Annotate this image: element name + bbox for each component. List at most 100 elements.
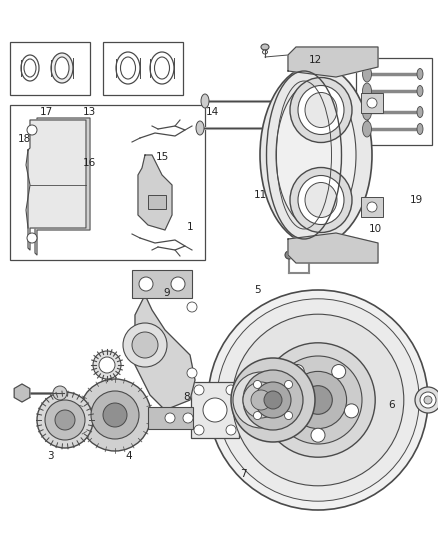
Text: 9: 9	[163, 288, 170, 298]
Text: 19: 19	[410, 195, 423, 205]
Bar	[132, 270, 192, 298]
Circle shape	[187, 368, 197, 378]
Polygon shape	[35, 118, 90, 255]
Circle shape	[243, 382, 279, 418]
Ellipse shape	[292, 123, 298, 133]
Circle shape	[165, 413, 175, 423]
Circle shape	[311, 428, 325, 442]
Circle shape	[187, 302, 197, 312]
Ellipse shape	[51, 53, 73, 83]
Circle shape	[37, 392, 93, 448]
Ellipse shape	[298, 175, 344, 224]
Bar	[356, 58, 432, 145]
Circle shape	[45, 400, 85, 440]
Circle shape	[415, 387, 438, 413]
Circle shape	[367, 202, 377, 212]
Circle shape	[203, 398, 227, 422]
Circle shape	[285, 251, 293, 259]
Circle shape	[194, 425, 204, 435]
Text: 18: 18	[18, 134, 31, 143]
Ellipse shape	[363, 66, 371, 82]
Circle shape	[344, 404, 358, 418]
Circle shape	[99, 357, 115, 373]
Circle shape	[231, 358, 315, 442]
Text: 7: 7	[240, 470, 247, 479]
Circle shape	[132, 332, 158, 358]
Circle shape	[304, 386, 332, 414]
Bar	[361, 93, 383, 113]
Ellipse shape	[116, 52, 140, 84]
Text: 16: 16	[83, 158, 96, 167]
Circle shape	[424, 396, 432, 404]
Circle shape	[332, 365, 346, 378]
Ellipse shape	[276, 81, 356, 229]
Circle shape	[290, 372, 346, 429]
Circle shape	[255, 382, 291, 418]
Circle shape	[254, 381, 261, 389]
Text: 13: 13	[83, 107, 96, 117]
Text: 17: 17	[39, 107, 53, 117]
Ellipse shape	[417, 124, 423, 134]
Ellipse shape	[196, 121, 204, 135]
Bar	[10, 105, 205, 260]
Ellipse shape	[55, 57, 69, 79]
Circle shape	[278, 404, 292, 418]
Ellipse shape	[155, 57, 170, 79]
Circle shape	[93, 351, 121, 379]
Ellipse shape	[120, 57, 135, 79]
Text: 11: 11	[254, 190, 267, 199]
Circle shape	[53, 386, 67, 400]
Text: 1: 1	[187, 222, 194, 231]
Circle shape	[194, 385, 204, 395]
Circle shape	[55, 410, 75, 430]
Ellipse shape	[24, 59, 36, 77]
Circle shape	[79, 379, 151, 451]
Circle shape	[27, 233, 37, 243]
Ellipse shape	[201, 94, 209, 108]
Ellipse shape	[298, 85, 344, 134]
Circle shape	[226, 425, 236, 435]
Bar	[103, 42, 183, 95]
Ellipse shape	[260, 65, 372, 245]
Circle shape	[290, 365, 304, 378]
Circle shape	[305, 251, 313, 259]
Ellipse shape	[305, 93, 337, 127]
Circle shape	[285, 411, 293, 419]
Ellipse shape	[363, 121, 371, 137]
Text: 4: 4	[126, 451, 133, 461]
Text: 5: 5	[254, 286, 261, 295]
Text: 15: 15	[155, 152, 169, 162]
Circle shape	[420, 392, 436, 408]
Circle shape	[103, 403, 127, 427]
Polygon shape	[14, 384, 30, 402]
Circle shape	[367, 98, 377, 108]
Circle shape	[171, 277, 185, 291]
Ellipse shape	[292, 95, 298, 107]
Circle shape	[264, 391, 282, 409]
Text: 8: 8	[183, 392, 190, 402]
Ellipse shape	[305, 182, 337, 217]
Ellipse shape	[290, 77, 352, 142]
Circle shape	[183, 413, 193, 423]
Polygon shape	[138, 155, 172, 230]
Ellipse shape	[417, 107, 423, 117]
Text: 14: 14	[206, 107, 219, 117]
Circle shape	[233, 372, 289, 428]
Circle shape	[139, 277, 153, 291]
Bar	[148, 195, 166, 209]
Polygon shape	[135, 295, 195, 410]
Circle shape	[251, 390, 271, 410]
Circle shape	[232, 314, 404, 486]
Circle shape	[217, 299, 419, 501]
Circle shape	[123, 323, 167, 367]
Circle shape	[261, 343, 375, 457]
Ellipse shape	[261, 44, 269, 50]
Bar	[148, 407, 193, 429]
Bar	[191, 382, 239, 438]
Bar	[361, 197, 383, 217]
Text: 12: 12	[309, 55, 322, 64]
Ellipse shape	[21, 55, 39, 81]
Circle shape	[208, 290, 428, 510]
Ellipse shape	[363, 83, 371, 99]
Text: 3: 3	[47, 451, 54, 461]
